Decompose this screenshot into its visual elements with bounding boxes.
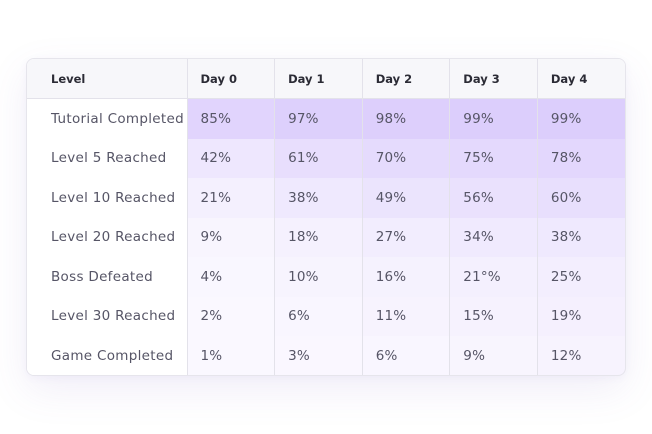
table-cell: 97% bbox=[274, 98, 363, 139]
row-label: Boss Defeated bbox=[27, 257, 187, 297]
table-cell: 38% bbox=[274, 178, 363, 218]
row-label: Level 30 Reached bbox=[27, 296, 187, 336]
table-row: Game Completed 1% 3% 6% 9% 12% bbox=[27, 336, 625, 375]
row-label: Tutorial Completed bbox=[27, 98, 187, 139]
table-row: Level 20 Reached 9% 18% 27% 34% 38% bbox=[27, 217, 625, 257]
table-cell: 9% bbox=[449, 336, 538, 375]
row-label: Level 20 Reached bbox=[27, 217, 187, 257]
table-cell: 98% bbox=[361, 98, 450, 139]
retention-heatmap-table: Level Day 0 Day 1 Day 2 Day 3 Day 4 Tuto… bbox=[27, 59, 625, 375]
table-cell: 78% bbox=[536, 138, 625, 178]
table-cell: 6% bbox=[274, 296, 363, 336]
table-cell: 11% bbox=[361, 296, 450, 336]
table-cell: 9% bbox=[186, 217, 275, 257]
row-label: Level 10 Reached bbox=[27, 178, 187, 218]
column-header-level: Level bbox=[27, 59, 187, 99]
table-cell: 12% bbox=[536, 336, 625, 375]
table-cell: 4% bbox=[186, 257, 275, 297]
table-cell: 34% bbox=[449, 217, 538, 257]
table-cell: 21% bbox=[186, 178, 275, 218]
table-cell: 61% bbox=[274, 138, 363, 178]
table-row: Level 5 Reached 42% 61% 70% 75% 78% bbox=[27, 138, 625, 178]
table-cell: 27% bbox=[361, 217, 450, 257]
table-cell: 3% bbox=[274, 336, 363, 375]
table-cell: 2% bbox=[186, 296, 275, 336]
table-cell: 6% bbox=[361, 336, 450, 375]
table-row: Level 30 Reached 2% 6% 11% 15% 19% bbox=[27, 296, 625, 336]
column-header-day-4: Day 4 bbox=[536, 59, 625, 99]
table-cell: 15% bbox=[449, 296, 538, 336]
table-cell: 19% bbox=[536, 296, 625, 336]
column-header-day-3: Day 3 bbox=[449, 59, 538, 99]
column-header-day-0: Day 0 bbox=[186, 59, 275, 99]
row-label: Level 5 Reached bbox=[27, 138, 187, 178]
table-cell: 42% bbox=[186, 138, 275, 178]
table-cell: 56% bbox=[449, 178, 538, 218]
table-header-row: Level Day 0 Day 1 Day 2 Day 3 Day 4 bbox=[27, 59, 625, 99]
table-row: Level 10 Reached 21% 38% 49% 56% 60% bbox=[27, 178, 625, 218]
table-cell: 10% bbox=[274, 257, 363, 297]
table-cell: 18% bbox=[274, 217, 363, 257]
table-cell: 99% bbox=[449, 98, 538, 139]
table-cell: 70% bbox=[361, 138, 450, 178]
column-header-day-2: Day 2 bbox=[361, 59, 450, 99]
table-cell: 75% bbox=[449, 138, 538, 178]
table-cell: 1% bbox=[186, 336, 275, 375]
table-row: Boss Defeated 4% 10% 16% 21°% 25% bbox=[27, 257, 625, 297]
table-cell: 99% bbox=[536, 98, 625, 139]
table-cell: 16% bbox=[361, 257, 450, 297]
table-cell: 38% bbox=[536, 217, 625, 257]
column-header-day-1: Day 1 bbox=[274, 59, 363, 99]
row-label: Game Completed bbox=[27, 336, 187, 375]
table-cell: 49% bbox=[361, 178, 450, 218]
retention-table-card: Level Day 0 Day 1 Day 2 Day 3 Day 4 Tuto… bbox=[26, 58, 626, 376]
table-cell: 85% bbox=[186, 98, 275, 139]
table-row: Tutorial Completed 85% 97% 98% 99% 99% bbox=[27, 98, 625, 139]
table-cell: 60% bbox=[536, 178, 625, 218]
table-cell: 21°% bbox=[449, 257, 538, 297]
table-cell: 25% bbox=[536, 257, 625, 297]
